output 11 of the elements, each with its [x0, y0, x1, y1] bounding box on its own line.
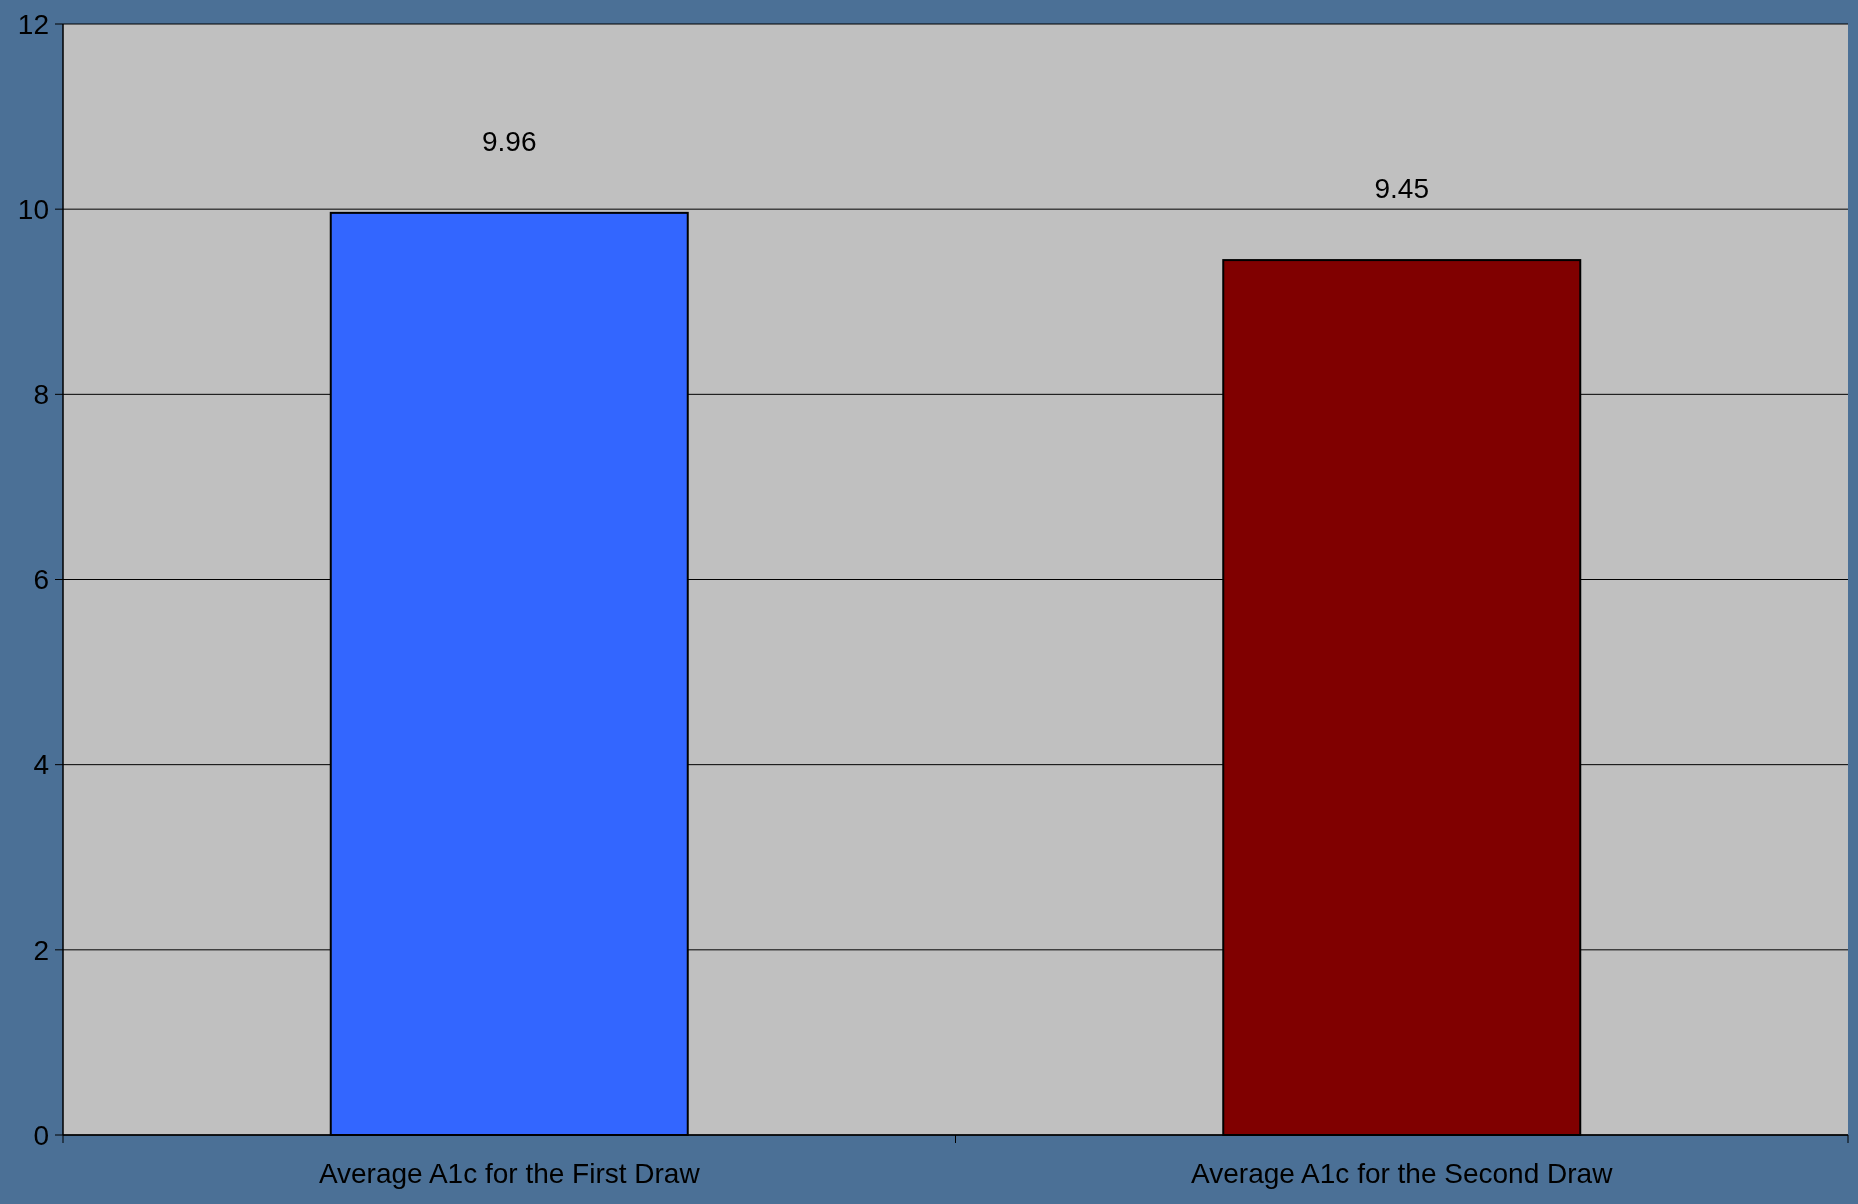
y-tick-label: 10 — [17, 193, 49, 225]
y-tick-label: 2 — [33, 934, 49, 966]
x-tick-label: Average A1c for the First Draw — [318, 1158, 701, 1189]
data-label: 9.45 — [1374, 173, 1429, 205]
y-tick-label: 0 — [33, 1119, 49, 1151]
y-tick-label: 12 — [17, 8, 49, 40]
x-tick-label: Average A1c for the Second Draw — [1191, 1158, 1614, 1189]
y-tick-label: 4 — [33, 749, 49, 781]
y-tick-label: 8 — [33, 379, 49, 411]
y-tick-label: 6 — [33, 564, 49, 596]
data-label: 9.96 — [482, 125, 537, 157]
